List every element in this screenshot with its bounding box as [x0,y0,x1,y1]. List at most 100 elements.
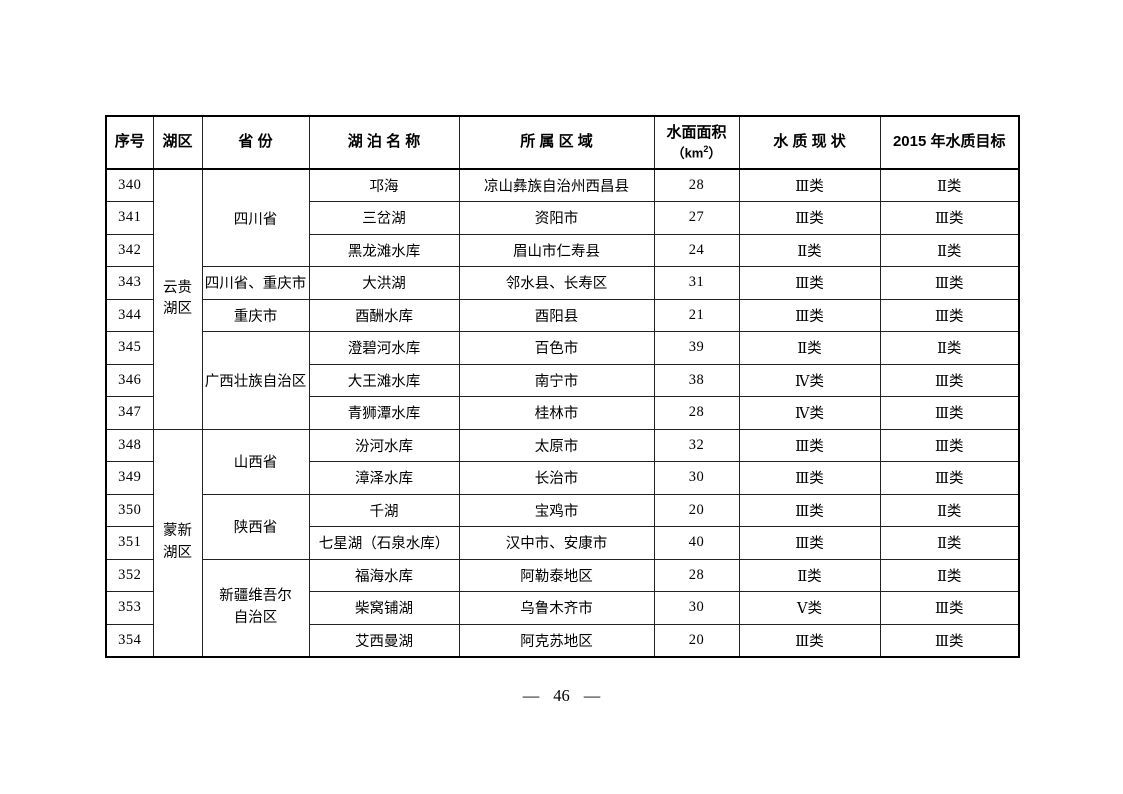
district-cell: 邻水县、长寿区 [458,266,655,300]
row-number-cell: 352 [105,558,154,592]
quality-status-cell: Ⅱ类 [738,331,881,365]
district-cell: 长治市 [458,461,655,495]
lake-name-cell: 大洪湖 [308,266,460,300]
quality-status-cell: Ⅲ类 [738,428,881,462]
province-cell: 山西省 [201,428,310,495]
quality-target-cell: Ⅲ类 [879,201,1020,235]
quality-status-cell: Ⅲ类 [738,298,881,332]
table-row: 352 新疆维吾尔 自治区 福海水库 阿勒泰地区 28 Ⅱ类 Ⅱ类 [105,558,1020,657]
district-cell: 南宁市 [458,363,655,397]
province-cell: 陕西省 [201,493,310,560]
page-number: 46 [553,686,570,705]
district-cell: 宝鸡市 [458,493,655,527]
surface-area-cell: 32 [653,428,740,462]
lake-name-cell: 青狮潭水库 [308,396,460,430]
district-cell: 乌鲁木齐市 [458,591,655,625]
surface-area-cell: 28 [653,396,740,430]
header-district: 所 属 区 域 [458,115,655,170]
lake-name-cell: 艾西曼湖 [308,623,460,657]
lake-name-cell: 大王滩水库 [308,363,460,397]
quality-target-cell: Ⅲ类 [879,396,1020,430]
quality-target-cell: Ⅲ类 [879,428,1020,462]
row-number-cell: 348 [105,428,154,462]
quality-target-cell: Ⅲ类 [879,591,1020,625]
table-row: 341 三岔湖 资阳市 27 Ⅲ类 Ⅲ类 [105,201,1020,235]
row-number-cell: 354 [105,623,154,657]
surface-area-title: 水面面积 [666,123,727,141]
header-region: 湖区 [152,115,203,170]
district-cell: 汉中市、安康市 [458,526,655,560]
district-cell: 太原市 [458,428,655,462]
quality-status-cell: Ⅱ类 [738,233,881,267]
surface-area-cell: 27 [653,201,740,235]
row-number-cell: 342 [105,233,154,267]
row-number-cell: 353 [105,591,154,625]
lake-name-cell: 酉酬水库 [308,298,460,332]
table-row: 345 广西壮族自治区 澄碧河水库 百色市 39 Ⅱ类 Ⅱ类 [105,331,1020,430]
surface-area-cell: 39 [653,331,740,365]
table-row: 353 柴窝铺湖 乌鲁木齐市 30 Ⅴ类 Ⅲ类 [105,591,1020,625]
header-row: 序号 湖区 省 份 湖 泊 名 称 所 属 区 域 水面面积 （km2） 水 质… [105,115,1020,170]
header-surface-area: 水面面积 （km2） [653,115,740,170]
quality-target-cell: Ⅲ类 [879,363,1020,397]
table-row: 347 青狮潭水库 桂林市 28 Ⅳ类 Ⅲ类 [105,396,1020,430]
surface-area-cell: 28 [653,168,740,202]
row-number-cell: 349 [105,461,154,495]
table-row: 350 陕西省 千湖 宝鸡市 20 Ⅲ类 Ⅱ类 [105,493,1020,560]
row-number-cell: 347 [105,396,154,430]
row-number-cell: 340 [105,168,154,202]
surface-area-cell: 20 [653,493,740,527]
quality-target-cell: Ⅱ类 [879,168,1020,202]
quality-status-cell: Ⅴ类 [738,591,881,625]
lake-region-cell: 蒙新 湖区 [152,428,203,657]
province-cell: 四川省、重庆市 [201,266,310,300]
quality-target-cell: Ⅱ类 [879,558,1020,592]
quality-target-cell: Ⅲ类 [879,298,1020,332]
surface-area-cell: 31 [653,266,740,300]
district-cell: 眉山市仁寿县 [458,233,655,267]
quality-target-cell: Ⅱ类 [879,493,1020,527]
row-number-cell: 351 [105,526,154,560]
lake-name-cell: 澄碧河水库 [308,331,460,365]
header-quality-status: 水 质 现 状 [738,115,881,170]
surface-area-cell: 40 [653,526,740,560]
district-cell: 酉阳县 [458,298,655,332]
lake-name-cell: 七星湖（石泉水库） [308,526,460,560]
district-cell: 凉山彝族自治州西昌县 [458,168,655,202]
quality-target-cell: Ⅱ类 [879,233,1020,267]
header-lake-name: 湖 泊 名 称 [308,115,460,170]
quality-status-cell: Ⅲ类 [738,201,881,235]
surface-area-cell: 30 [653,591,740,625]
table-row: 344 重庆市 酉酬水库 酉阳县 21 Ⅲ类 Ⅲ类 [105,298,1020,332]
lake-name-cell: 邛海 [308,168,460,202]
quality-status-cell: Ⅳ类 [738,396,881,430]
lake-name-cell: 柴窝铺湖 [308,591,460,625]
page-footer: — 46 — [0,686,1123,706]
quality-target-cell: Ⅲ类 [879,623,1020,657]
district-cell: 阿勒泰地区 [458,558,655,592]
district-cell: 百色市 [458,331,655,365]
province-cell: 广西壮族自治区 [201,331,310,430]
table-row: 343 四川省、重庆市 大洪湖 邻水县、长寿区 31 Ⅲ类 Ⅲ类 [105,266,1020,300]
surface-area-cell: 28 [653,558,740,592]
surface-area-cell: 20 [653,623,740,657]
province-cell: 重庆市 [201,298,310,332]
row-number-cell: 345 [105,331,154,365]
row-number-cell: 343 [105,266,154,300]
quality-status-cell: Ⅳ类 [738,363,881,397]
lake-name-cell: 黑龙滩水库 [308,233,460,267]
quality-status-cell: Ⅲ类 [738,526,881,560]
surface-area-unit: （km2） [671,144,722,161]
table-row: 340 云贵 湖区 四川省 邛海 凉山彝族自治州西昌县 28 Ⅲ类 Ⅱ类 [105,168,1020,430]
district-cell: 阿克苏地区 [458,623,655,657]
table-row: 342 黑龙滩水库 眉山市仁寿县 24 Ⅱ类 Ⅱ类 [105,233,1020,267]
lake-region-cell: 云贵 湖区 [152,168,203,430]
row-number-cell: 344 [105,298,154,332]
lake-name-cell: 福海水库 [308,558,460,592]
header-quality-target: 2015 年水质目标 [879,115,1020,170]
table-row: 349 漳泽水库 长治市 30 Ⅲ类 Ⅲ类 [105,461,1020,495]
quality-status-cell: Ⅱ类 [738,558,881,592]
quality-target-cell: Ⅱ类 [879,331,1020,365]
header-province: 省 份 [201,115,310,170]
surface-area-cell: 38 [653,363,740,397]
